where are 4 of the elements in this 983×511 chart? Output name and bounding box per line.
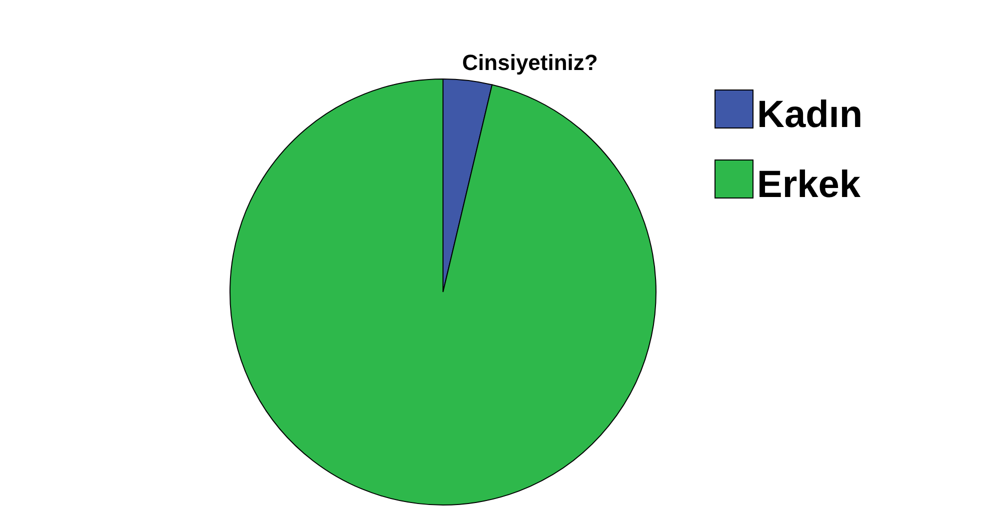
legend-label: Kadın bbox=[757, 94, 863, 136]
chart-title: Cinsiyetiniz? bbox=[462, 50, 598, 75]
pie-slice bbox=[230, 78, 656, 506]
legend-label: Erkek bbox=[757, 164, 862, 206]
